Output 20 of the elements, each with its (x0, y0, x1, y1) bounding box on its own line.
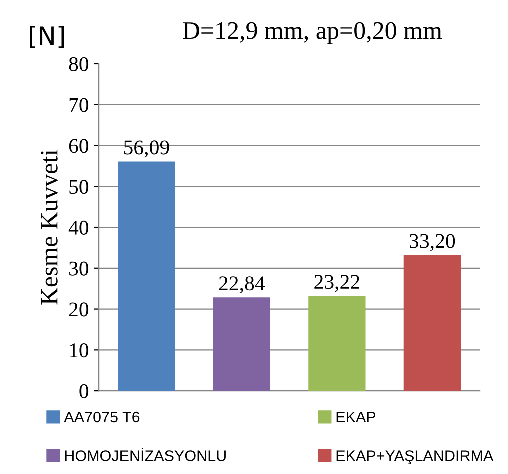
y-tick-label: 0 (80, 384, 89, 398)
data-label: 33,20 (410, 234, 456, 252)
legend-label: EKAP (336, 412, 376, 422)
y-tick-label: 70 (70, 98, 89, 112)
y-tick-label: 80 (69, 57, 89, 72)
legend-label: AA7075 T6 (64, 412, 140, 423)
data-label: 22,84 (219, 276, 266, 294)
y-tick-label: 50 (70, 180, 89, 194)
data-label: 56,09 (124, 140, 170, 158)
text: [N] (30, 26, 64, 48)
legend-label: HOMOJENİZASYONLU (65, 448, 226, 462)
legend-label: EKAP+YAŞLANDIRMA (336, 450, 494, 464)
y-tick-label: 60 (69, 139, 89, 154)
y-tick-label: 40 (68, 220, 89, 235)
chart-title: D=12,9 mm, ap=0,20 mm (183, 22, 442, 44)
y-tick-label: 30 (70, 262, 89, 276)
y-tick-label: 20 (69, 302, 89, 317)
data-label: 23,22 (314, 275, 360, 292)
y-axis-title: Kesme Kuvveti (41, 150, 58, 305)
y-tick-label: 10 (70, 344, 89, 358)
